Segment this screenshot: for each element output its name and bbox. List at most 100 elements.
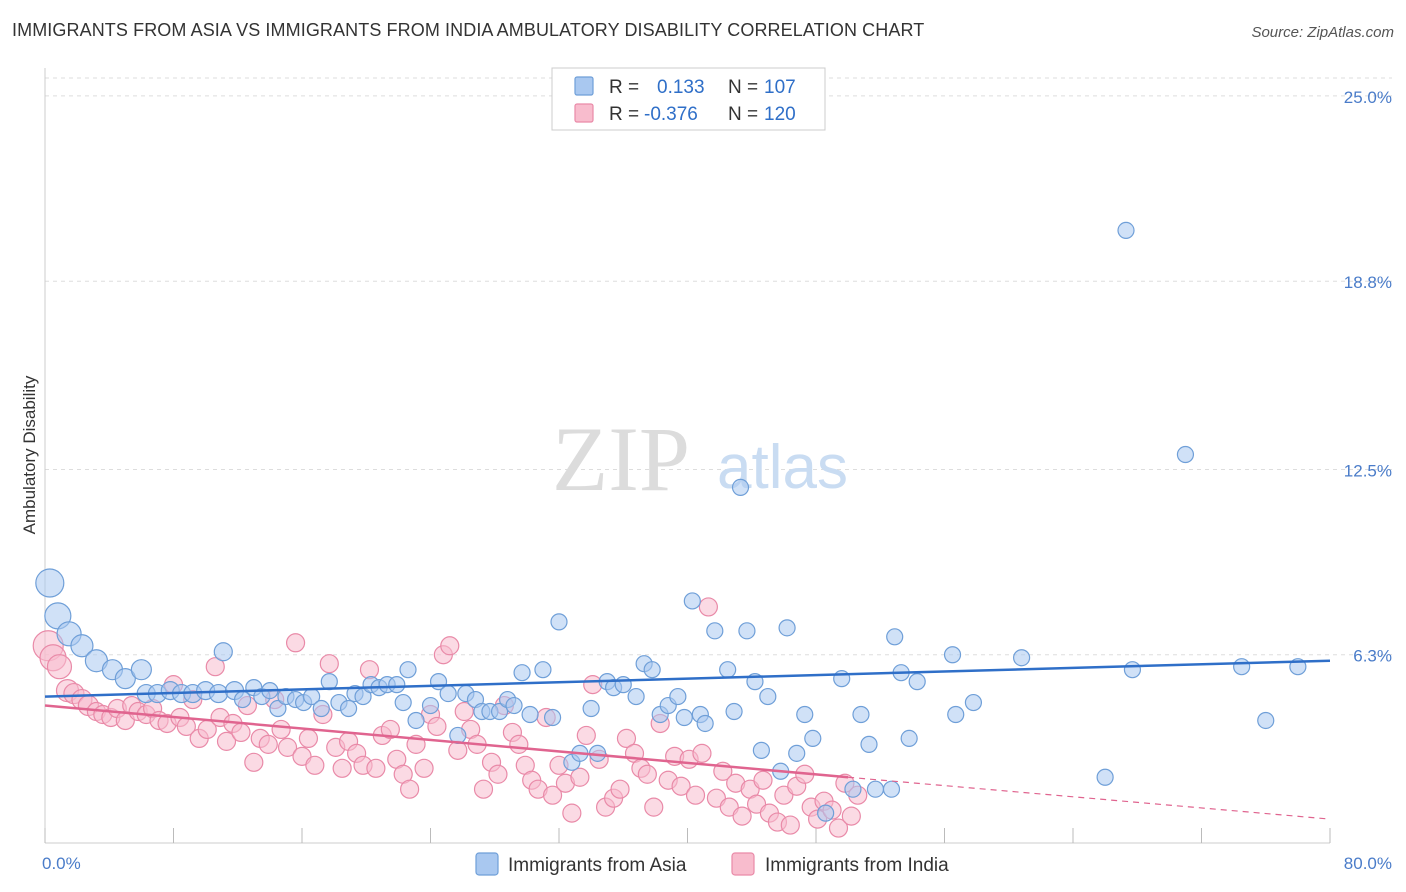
india-point [454,701,474,722]
india-point [414,758,434,778]
asia-point [796,705,814,724]
bottom-legend-asia-label: Immigrants from Asia [508,855,687,876]
axes [44,68,1331,844]
asia-point [643,661,661,679]
asia-point [817,804,835,822]
india-point [258,734,278,754]
india-point [332,758,352,778]
india-point [828,818,849,838]
india-point [685,785,706,805]
legend-india-r-label: R = [609,104,639,125]
asia-point [627,687,645,706]
asia-point [900,729,918,748]
y-tick-label: 18.8% [1344,273,1392,292]
asia-point [208,683,229,704]
asia-point [964,693,983,712]
india-point [637,764,657,784]
source-label: Source: ZipAtlas.com [1251,24,1394,41]
asia-point [1257,711,1275,730]
india-point [671,776,691,796]
asia-point [269,699,287,718]
india-point [473,779,494,799]
asia-point [1012,649,1031,667]
gridlines [45,77,1392,656]
asia-point [614,676,632,694]
y-axis-title: Ambulatory Disability [20,375,39,534]
legend-asia-swatch [574,76,594,96]
trendlines [44,659,1331,820]
asia-series [35,221,1307,822]
india-point [427,716,447,737]
india-point [616,728,637,749]
asia-point [1123,661,1142,679]
legend-asia-r-value: 0.133 [657,77,705,98]
asia-point [388,676,406,694]
x-tick-label-min: 0.0% [42,854,81,873]
india-point [780,815,800,835]
asia-point [759,687,777,706]
asia-point [886,628,904,646]
asia-point [844,780,862,798]
legend-box [551,67,826,131]
india-point [610,779,630,799]
asia-point [696,714,714,733]
india-point [359,660,380,680]
india-point [732,806,752,826]
asia-point [543,708,562,727]
asia-point [130,659,152,681]
asia-point [788,744,806,762]
asia-point [339,699,358,718]
asia-point [534,661,552,679]
india-point [216,731,237,751]
india-point [562,803,582,823]
india-point [271,719,291,740]
asia-trendline [44,659,1331,698]
legend-asia-n-value: 107 [764,77,796,98]
watermark-zip: ZIP [552,408,690,510]
india-point [205,657,225,677]
bottom-legend-asia-swatch [475,852,499,876]
asia-point [804,729,822,748]
india-point [277,737,298,757]
legend-asia-n-label: N = [728,77,758,98]
asia-point [1176,445,1195,464]
asia-point [513,664,531,682]
asia-point [213,642,233,662]
bottom-legend-india-swatch [731,852,755,876]
asia-point [706,622,724,640]
india-point [841,806,861,826]
asia-point [675,708,693,727]
asia-point [505,696,523,715]
legend-asia-r-label: R = [609,77,639,98]
asia-point [719,661,737,679]
asia-point [860,735,878,753]
india-point [380,719,400,740]
legend-india-n-value: 120 [764,104,796,125]
india-point [509,734,529,754]
chart-title: IMMIGRANTS FROM ASIA VS IMMIGRANTS FROM … [12,20,925,40]
india-point [285,633,306,653]
asia-point [399,661,417,679]
series-legend: Immigrants from Asia Immigrants from Ind… [475,852,949,876]
x-tick-label-max: 80.0% [1344,854,1392,873]
india-point [570,767,590,787]
india-trendline-extension [848,776,1331,820]
asia-point [70,634,94,658]
asia-point [852,705,870,724]
y-tick-label: 6.3% [1353,647,1392,666]
india-point [46,654,73,680]
asia-point [882,780,901,798]
asia-point [114,668,136,690]
y-tick-label: 25.0% [1344,88,1392,107]
asia-point [582,699,600,718]
asia-point [947,705,965,724]
asia-point [738,622,756,640]
asia-point [1096,768,1114,786]
india-point [576,725,596,746]
asia-point [312,699,330,718]
bottom-legend-india-label: Immigrants from India [765,855,949,876]
asia-point [439,684,457,703]
india-trendline [44,704,849,779]
india-point [319,654,339,674]
